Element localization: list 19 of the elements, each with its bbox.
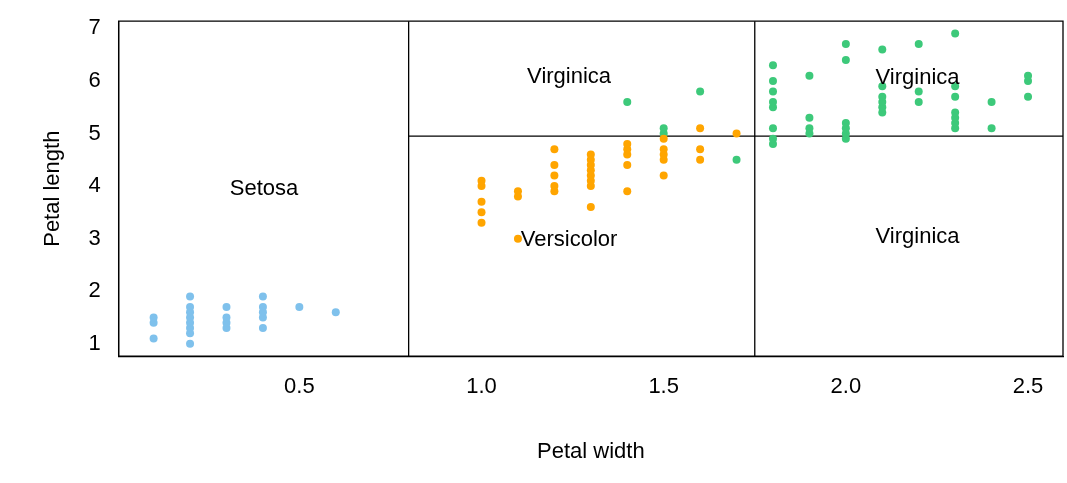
x-axis-title: Petal width <box>537 437 645 463</box>
annotation: Virginica <box>527 63 612 89</box>
x-tick-label: 1.0 <box>466 373 497 399</box>
y-tick-label: 2 <box>88 277 101 303</box>
x-tick-label: 2.0 <box>830 373 862 399</box>
annotation: Virginica <box>875 63 961 89</box>
x-tick-label: 0.5 <box>284 373 315 399</box>
annotation: Virginica <box>875 223 961 249</box>
annotation: Versicolor <box>520 225 618 251</box>
y-tick-label: 7 <box>88 14 101 40</box>
y-axis-title: Petal length <box>39 130 65 247</box>
y-tick-label: 4 <box>88 172 101 198</box>
y-tick-label: 1 <box>88 329 101 355</box>
y-tick-label: 5 <box>88 119 101 145</box>
annotation: Setosa <box>229 175 300 201</box>
x-tick-label: 2.5 <box>1012 373 1044 399</box>
x-tick-label: 1.5 <box>648 373 679 399</box>
y-tick-label: 6 <box>88 66 101 92</box>
y-tick-label: 3 <box>88 224 101 250</box>
